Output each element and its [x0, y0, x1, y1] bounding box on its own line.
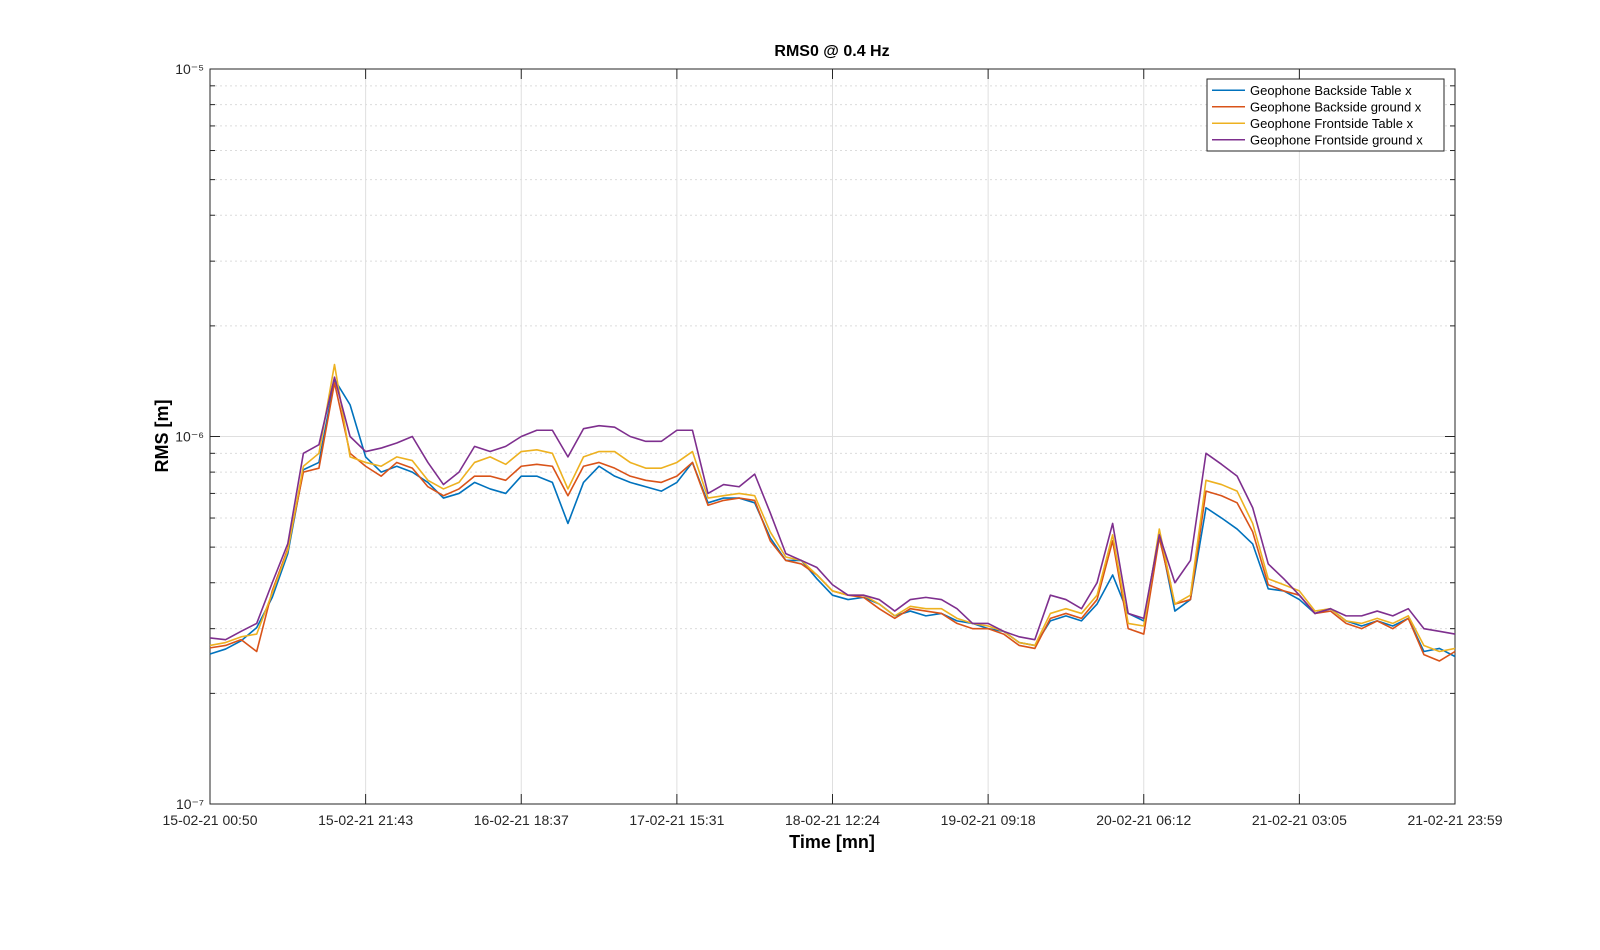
x-tick-label: 15-02-21 00:50 — [163, 812, 258, 828]
x-tick-label: 16-02-21 18:37 — [474, 812, 569, 828]
y-tick-label: 10⁻⁷ — [176, 796, 204, 812]
x-tick-label: 21-02-21 03:05 — [1252, 812, 1347, 828]
chart-title: RMS0 @ 0.4 Hz — [774, 43, 889, 60]
legend-label: Geophone Frontside Table x — [1250, 116, 1414, 131]
x-tick-label: 15-02-21 21:43 — [318, 812, 413, 828]
x-tick-label: 21-02-21 23:59 — [1408, 812, 1503, 828]
legend-label: Geophone Frontside ground x — [1250, 132, 1423, 147]
x-tick-label: 17-02-21 15:31 — [629, 812, 724, 828]
legend-label: Geophone Backside Table x — [1250, 83, 1412, 98]
plot-frame — [209, 68, 1456, 805]
x-tick-label: 19-02-21 09:18 — [941, 812, 1036, 828]
x-tick-label: 20-02-21 06:12 — [1096, 812, 1191, 828]
legend-box — [1206, 78, 1445, 152]
y-tick-label: 10⁻⁵ — [175, 61, 204, 77]
x-axis-label: Time [mn] — [789, 832, 875, 852]
legend-label: Geophone Backside ground x — [1250, 99, 1422, 114]
x-tick-label: 18-02-21 12:24 — [785, 812, 880, 828]
data-line — [209, 376, 1456, 641]
y-axis-label: RMS [m] — [152, 400, 172, 473]
y-tick-label: 10⁻⁶ — [175, 429, 204, 445]
data-line — [209, 363, 1456, 653]
